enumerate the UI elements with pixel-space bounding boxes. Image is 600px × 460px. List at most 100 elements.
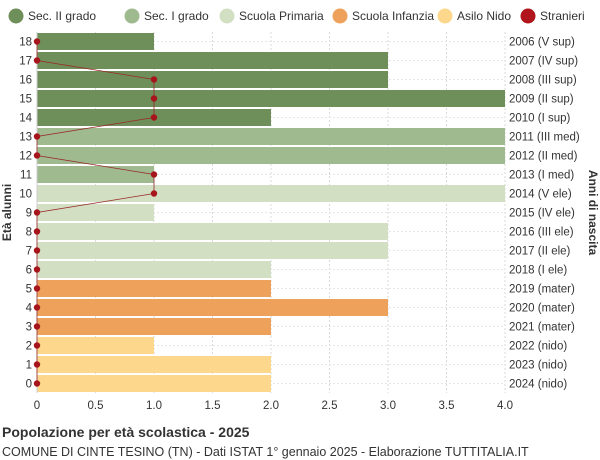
age-tick-label: 11 — [20, 170, 32, 182]
y-axis-title-right: Anni di nascita — [586, 170, 600, 256]
bar — [37, 242, 388, 259]
age-tick-label: 10 — [19, 189, 32, 201]
age-tick-label: 0 — [26, 379, 32, 391]
legend-marker-0 — [8, 8, 24, 24]
legend-label-1: Sec. I grado — [144, 9, 209, 23]
stranieri-point — [150, 76, 158, 83]
bar — [37, 223, 388, 240]
bar — [37, 185, 505, 202]
stranieri-point — [33, 209, 41, 216]
x-tick-label: 1.5 — [205, 400, 221, 412]
age-tick-label: 18 — [19, 37, 32, 49]
bar — [37, 299, 388, 316]
stranieri-point — [33, 247, 41, 254]
age-tick-label: 6 — [26, 265, 32, 277]
age-tick-label: 4 — [26, 303, 33, 315]
stranieri-point — [150, 95, 158, 102]
bar-chart: Sec. II grado Sec. I grado Scuola Primaria… — [0, 8, 600, 412]
legend-label-0: Sec. II grado — [28, 9, 96, 23]
stranieri-point — [33, 285, 41, 292]
bar — [37, 166, 154, 183]
birth-year-tick-label: 2013 (I med) — [509, 170, 574, 182]
x-tick-label: 3.0 — [380, 400, 396, 412]
age-tick-label: 12 — [19, 151, 32, 163]
bar — [37, 52, 388, 69]
age-tick-label: 17 — [19, 56, 32, 68]
bar — [37, 71, 388, 88]
stranieri-point — [33, 133, 41, 140]
legend-marker-4 — [437, 8, 453, 24]
stranieri-point — [33, 342, 41, 349]
bar — [37, 128, 505, 145]
birth-year-tick-label: 2022 (nido) — [509, 341, 567, 353]
legend-marker-5 — [520, 8, 536, 24]
x-tick-label: 4.0 — [497, 400, 513, 412]
stranieri-point — [33, 361, 41, 368]
birth-year-tick-label: 2010 (I sup) — [509, 113, 571, 125]
legend-marker-1 — [124, 8, 140, 24]
legend-marker-3 — [332, 8, 348, 24]
x-tick-label: 0.5 — [88, 400, 104, 412]
stranieri-point — [33, 380, 41, 387]
stranieri-point — [33, 323, 41, 330]
bar — [37, 356, 271, 373]
birth-year-tick-label: 2016 (III ele) — [509, 227, 574, 239]
stranieri-point — [33, 228, 41, 235]
legend-marker-2 — [219, 8, 235, 24]
legend-label-4: Asilo Nido — [457, 9, 511, 23]
age-tick-label: 15 — [19, 94, 32, 106]
age-tick-label: 13 — [19, 132, 32, 144]
birth-year-tick-label: 2008 (III sup) — [509, 75, 577, 87]
age-tick-label: 16 — [19, 75, 32, 87]
bar — [37, 90, 505, 107]
bar — [37, 375, 271, 392]
birth-year-tick-label: 2012 (II med) — [509, 151, 578, 163]
age-tick-label: 9 — [26, 208, 32, 220]
birth-year-tick-label: 2024 (nido) — [509, 379, 567, 391]
age-tick-label: 8 — [26, 227, 32, 239]
stranieri-point — [33, 152, 41, 159]
bar — [37, 261, 271, 278]
birth-year-tick-label: 2019 (mater) — [509, 284, 575, 296]
stranieri-point — [150, 114, 158, 121]
x-tick-label: 0 — [34, 400, 40, 412]
birth-year-tick-label: 2023 (nido) — [509, 360, 567, 372]
birth-year-tick-label: 2007 (IV sup) — [509, 56, 578, 68]
legend-label-3: Scuola Infanzia — [352, 9, 434, 23]
x-tick-label: 2.5 — [322, 400, 338, 412]
age-tick-label: 1 — [26, 360, 32, 372]
birth-year-tick-label: 2011 (III med) — [509, 132, 580, 144]
birth-year-tick-label: 2021 (mater) — [509, 322, 575, 334]
birth-year-tick-label: 2014 (V ele) — [509, 189, 572, 201]
bar — [37, 33, 154, 50]
bar — [37, 280, 271, 297]
stranieri-point — [150, 190, 158, 197]
stranieri-point — [33, 304, 41, 311]
age-tick-label: 5 — [26, 284, 32, 296]
chart-title: Popolazione per età scolastica - 2025 — [2, 424, 250, 440]
stranieri-point — [33, 57, 41, 64]
legend-label-2: Scuola Primaria — [239, 9, 324, 23]
legend-label-5: Stranieri — [540, 9, 585, 23]
age-tick-label: 3 — [26, 322, 32, 334]
age-tick-label: 2 — [26, 341, 32, 353]
y-axis-title-left: Età alunni — [0, 184, 14, 241]
bar — [37, 318, 271, 335]
birth-year-tick-label: 2009 (II sup) — [509, 94, 574, 106]
bar — [37, 337, 154, 354]
stranieri-point — [33, 38, 41, 45]
bar — [37, 204, 154, 221]
age-tick-label: 14 — [19, 113, 32, 125]
x-tick-label: 2.0 — [263, 400, 279, 412]
birth-year-tick-label: 2020 (mater) — [509, 303, 575, 315]
chart-subtitle: COMUNE DI CINTE TESINO (TN) - Dati ISTAT… — [2, 445, 529, 459]
x-tick-label: 1.0 — [146, 400, 162, 412]
birth-year-tick-label: 2006 (V sup) — [509, 37, 575, 49]
stranieri-point — [150, 171, 158, 178]
birth-year-tick-label: 2017 (II ele) — [509, 246, 571, 258]
age-tick-label: 7 — [26, 246, 32, 258]
x-tick-label: 3.5 — [439, 400, 455, 412]
birth-year-tick-label: 2015 (IV ele) — [509, 208, 575, 220]
birth-year-tick-label: 2018 (I ele) — [509, 265, 567, 277]
stranieri-point — [33, 266, 41, 273]
